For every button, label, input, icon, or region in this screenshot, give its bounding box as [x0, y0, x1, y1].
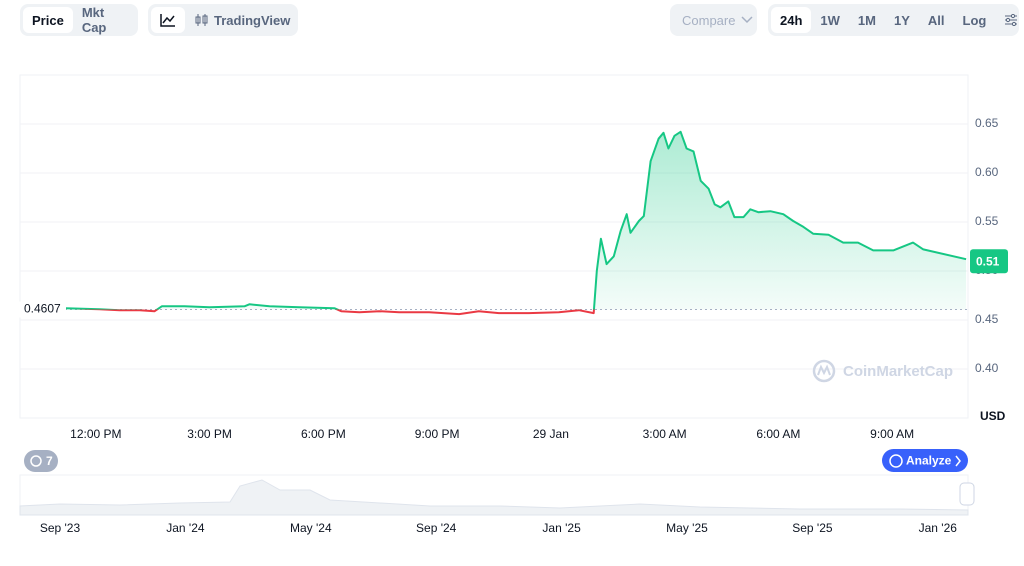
- price-line: [65, 130, 967, 316]
- plot-frame: [19, 74, 969, 419]
- range[interactable]: 24h: [771, 7, 812, 33]
- range[interactable]: 1Y: [893, 12, 910, 28]
- area-fill: [65, 131, 967, 310]
- navigator-area: [19, 479, 969, 516]
- last-price-label: 0.51: [976, 254, 1000, 268]
- analyze-label: Analyze: [906, 454, 952, 468]
- last-price-bg: [970, 249, 1008, 274]
- label: Compare: [682, 12, 736, 28]
- settings-icon: [1005, 14, 1018, 26]
- label: TradingView: [214, 12, 291, 28]
- navigator-label: Sep '25: [792, 521, 833, 535]
- navigator-label: May '24: [290, 521, 332, 535]
- navigator-label: Jan '24: [166, 521, 205, 535]
- history-icon: [30, 455, 42, 467]
- range-group: 24h 1W 1M 1Y All Log: [768, 4, 1019, 36]
- navigator-label: Jan '26: [919, 521, 958, 535]
- range[interactable]: 1W: [820, 12, 840, 28]
- line-tool[interactable]: [151, 7, 185, 33]
- analyze-icon: [889, 454, 903, 468]
- y-tick-label: 0.55: [975, 214, 999, 228]
- tab-group: Price Mkt Cap: [20, 4, 138, 36]
- compare-group: Compare: [670, 4, 757, 36]
- x-tick-label: 3:00 PM: [187, 427, 232, 441]
- navigator-label: Sep '24: [416, 521, 457, 535]
- y-tick-label: 0.45: [975, 312, 999, 326]
- x-tick-label: 6:00 AM: [756, 427, 800, 441]
- y-tick-label: 0.65: [975, 116, 999, 130]
- x-tick-label: 12:00 PM: [70, 427, 121, 441]
- compare[interactable]: Compare: [673, 7, 762, 33]
- tool-group: TradingView: [148, 4, 298, 36]
- y-tick-label: 0.60: [975, 165, 999, 179]
- settings[interactable]: [995, 7, 1024, 33]
- x-tick-label: 9:00 AM: [870, 427, 914, 441]
- tradingview[interactable]: TradingView: [185, 7, 299, 33]
- history-count: 7: [46, 454, 53, 468]
- navigator-label: Jan '25: [542, 521, 581, 535]
- range[interactable]: All: [927, 12, 945, 28]
- y-tick-label: 0.40: [975, 361, 999, 375]
- watermark-text: CoinMarketCap: [843, 363, 953, 380]
- page: Price Mkt Cap TradingView Compare 24h 1W…: [19, 4, 1019, 536]
- range[interactable]: 1M: [857, 12, 876, 28]
- tab[interactable]: Mkt Cap: [81, 5, 107, 35]
- navigator-label: Sep '23: [40, 521, 81, 535]
- navigator-label: May '25: [666, 521, 708, 535]
- analyze-button[interactable]: [882, 449, 968, 472]
- reference-label-bg: [18, 301, 66, 318]
- watermark: CoinMarketCap: [812, 359, 953, 383]
- y-unit: USD: [980, 409, 1006, 423]
- chevron: [955, 455, 961, 467]
- x-tick-label: 29 Jan: [533, 427, 569, 441]
- x-tick-label: 3:00 AM: [643, 427, 687, 441]
- tab[interactable]: Price: [23, 7, 73, 33]
- navigator-handle[interactable]: [959, 482, 975, 506]
- x-tick-label: 9:00 PM: [415, 427, 460, 441]
- candle-icon: [195, 14, 208, 26]
- x-tick-label: 6:00 PM: [301, 427, 346, 441]
- chevron: [741, 16, 753, 24]
- line-icon: [160, 14, 175, 27]
- reference-label: 0.4607: [24, 302, 61, 316]
- log[interactable]: Log: [962, 12, 987, 28]
